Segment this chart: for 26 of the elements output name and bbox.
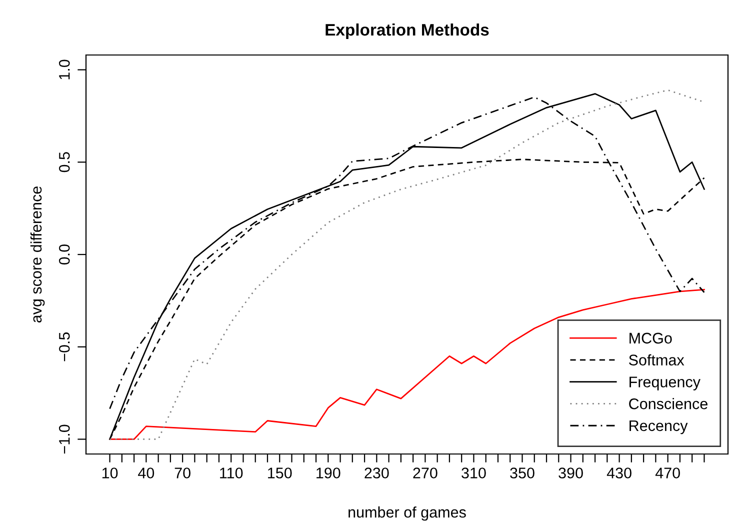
legend-label: Recency [630, 420, 688, 434]
y-tick-label: −1.0 [58, 424, 70, 454]
x-axis-title: number of games [348, 506, 466, 521]
x-tick-label: 40 [138, 468, 154, 478]
x-tick-label: 230 [364, 468, 389, 478]
x-tick-label: 430 [606, 468, 632, 478]
x-tick-label: 70 [174, 468, 190, 478]
y-tick-label: 0.0 [58, 244, 70, 265]
x-tick-label: 190 [316, 468, 340, 478]
legend-label: Softmax [629, 354, 684, 366]
x-tick-label: 10 [102, 468, 118, 478]
x-tick-label: 350 [510, 468, 534, 478]
x-tick-label: 150 [268, 468, 292, 478]
x-tick-label: 470 [655, 468, 680, 478]
y-tick-label: 1.0 [58, 60, 70, 80]
y-tick-label: 0.5 [58, 152, 70, 172]
y-tick-label: −0.5 [58, 332, 70, 362]
x-tick-label: 270 [413, 468, 438, 478]
chart-title: Exploration Methods [326, 23, 489, 40]
legend-label: Conscience [629, 398, 708, 410]
legend-label: Frequency [630, 376, 700, 390]
x-tick-label: 110 [220, 468, 243, 478]
y-axis-title: avg score difference [30, 186, 45, 322]
legend-label: MCGo [630, 332, 672, 344]
x-tick-label: 390 [558, 468, 583, 478]
x-tick-label: 310 [462, 468, 486, 478]
